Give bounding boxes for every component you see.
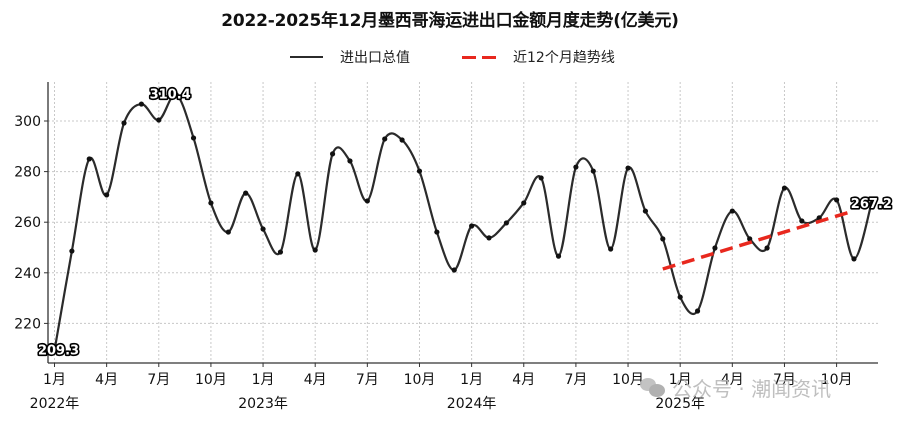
x-tick-label: 1月 (43, 372, 66, 388)
data-point (51, 347, 58, 354)
series-trend-line (662, 209, 855, 271)
data-point (451, 267, 457, 273)
data-point (712, 245, 718, 251)
year-label: 2022年 (30, 396, 80, 412)
y-axis-ticks: 220 240 260 280 300 (14, 114, 48, 332)
y-tick-label: 280 (14, 165, 41, 181)
year-label: 2024年 (447, 396, 497, 412)
data-point (243, 190, 249, 196)
data-point (503, 220, 509, 226)
data-point (521, 200, 527, 206)
data-point (642, 208, 649, 214)
data-point (364, 198, 370, 204)
data-point (156, 117, 162, 123)
x-tick-label: 1月 (669, 372, 692, 388)
legend-label-total: 进出口总值 (340, 50, 410, 66)
data-point (486, 235, 492, 241)
y-tick-label: 300 (14, 114, 41, 130)
wechat-icon (640, 377, 666, 398)
grid-lines (48, 82, 878, 363)
data-point (677, 294, 683, 300)
data-point (121, 120, 127, 126)
data-point (104, 192, 110, 198)
data-point (208, 200, 214, 206)
dashed-line-icon (462, 55, 496, 59)
watermark: 公众号 · 潮闻资讯 (640, 373, 831, 402)
data-point (799, 218, 805, 224)
data-point (173, 92, 179, 98)
data-label: 209.3 (38, 343, 79, 358)
year-label: 2023年 (238, 396, 288, 412)
data-point (851, 256, 857, 262)
year-label: 2025年 (655, 396, 705, 412)
data-point (729, 208, 735, 214)
data-point (347, 158, 353, 164)
x-tick-label: 10月 (404, 372, 436, 388)
data-point (590, 168, 596, 174)
data-point (138, 101, 144, 107)
legend-label-trend: 近12个月趋势线 (513, 50, 615, 66)
data-point (764, 245, 770, 251)
x-tick-label: 7月 (773, 372, 796, 388)
watermark-text: 公众号 · 潮闻资讯 (672, 377, 832, 401)
y-tick-label: 260 (14, 215, 41, 231)
chart-title: 2022-2025年12月墨西哥海运进出口金额月度走势(亿美元) (221, 11, 679, 31)
data-point (434, 229, 440, 235)
legend-item-total: 进出口总值 (290, 45, 410, 69)
x-tick-label: 4月 (721, 372, 744, 388)
data-point (416, 168, 423, 174)
data-point (834, 197, 840, 203)
data-point (608, 246, 614, 252)
data-point (573, 164, 579, 170)
data-point (868, 201, 874, 207)
data-point (329, 151, 336, 157)
data-point (190, 135, 197, 141)
y-tick-label: 240 (14, 266, 41, 282)
x-tick-label: 1月 (252, 372, 275, 388)
data-point (260, 226, 266, 232)
data-point (312, 247, 318, 253)
y-tick-label: 220 (14, 316, 41, 332)
data-point (538, 175, 544, 181)
legend-item-trend: 近12个月趋势线 (462, 45, 615, 69)
x-tick-label: 4月 (304, 372, 327, 388)
x-tick-label: 1月 (460, 372, 483, 388)
solid-line-icon (290, 56, 323, 58)
data-point (625, 165, 631, 171)
data-point (86, 156, 92, 162)
data-label: 267.2 (851, 197, 892, 212)
x-tick-label: 7月 (564, 372, 587, 388)
x-tick-label: 4月 (95, 372, 118, 388)
x-tick-label: 10月 (821, 372, 853, 388)
data-point (660, 236, 666, 242)
data-point (382, 136, 388, 142)
data-point (469, 223, 475, 229)
data-point (555, 253, 562, 259)
data-point (69, 248, 75, 254)
x-axis-ticks: 1月 4月 7月 10月 1月 4月 7月 10月 1月 4月 7月 10月 1月 4月 7月 10月 2022… (30, 363, 853, 412)
x-tick-label: 7月 (147, 372, 170, 388)
series-total-value (51, 92, 874, 354)
x-tick-label: 10月 (195, 372, 227, 388)
x-tick-label: 7月 (356, 372, 379, 388)
data-point (781, 185, 788, 191)
legend: 进出口总值 近12个月趋势线 (0, 45, 900, 69)
data-point (694, 308, 701, 314)
x-tick-label: 10月 (612, 372, 644, 388)
data-point (295, 171, 301, 177)
data-point (277, 249, 284, 255)
data-point (747, 236, 753, 242)
data-labels: 209.3 310.4 267.2 (36, 86, 893, 360)
data-point (399, 137, 405, 143)
data-label: 310.4 (150, 88, 191, 103)
data-point (225, 229, 231, 235)
x-tick-label: 4月 (512, 372, 535, 388)
